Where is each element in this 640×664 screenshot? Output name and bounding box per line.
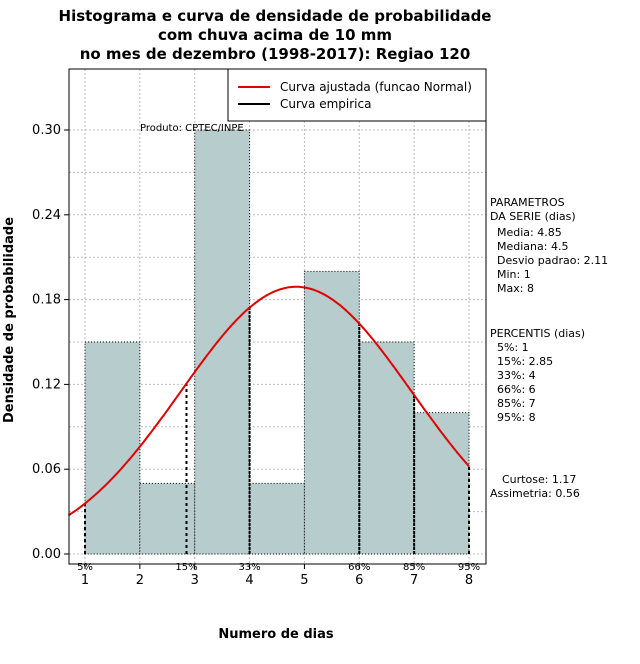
percentil-15: 15%: 2.85 <box>497 355 553 368</box>
shape-stats-panel: Curtose: 1.17 Assimetria: 0.56 <box>490 473 580 500</box>
y-tick-label: 0.12 <box>32 377 61 392</box>
x-tick-label: 4 <box>245 573 253 588</box>
percentil-85: 85%: 7 <box>497 397 536 410</box>
histogram-bars <box>84 129 470 555</box>
percentil-95: 95%: 8 <box>497 411 536 424</box>
percentil-66: 66%: 6 <box>497 383 536 396</box>
x-tick-label: 6 <box>355 573 363 588</box>
y-tick-label: 0.06 <box>32 462 61 477</box>
param-mediana: Mediana: 4.5 <box>497 240 568 253</box>
percentil-5: 5%: 1 <box>497 341 529 354</box>
x-tick-label: 5 <box>300 573 308 588</box>
percentis-panel: PERCENTIS (dias) 5%: 1 15%: 2.85 33%: 4 … <box>490 327 585 424</box>
x-tick-label: 2 <box>136 573 144 588</box>
histogram-bar <box>194 129 251 555</box>
chart-title-line-3: no mes de dezembro (1998-2017): Regiao 1… <box>80 45 471 63</box>
param-max: Max: 8 <box>497 282 534 295</box>
histogram-bar <box>84 341 141 555</box>
histogram-bar <box>413 412 470 555</box>
histogram-bar <box>139 482 196 555</box>
legend-box <box>227 68 487 122</box>
x-tick-label: 7 <box>410 573 418 588</box>
y-tick-label: 0.00 <box>32 547 61 562</box>
params-panel: PARAMETROS DA SERIE (dias) Media: 4.85 M… <box>490 196 608 295</box>
x-axis-label: Numero de dias <box>218 627 334 642</box>
chart-title-line-2: com chuva acima de 10 mm <box>158 26 392 44</box>
y-tick-label: 0.18 <box>32 293 61 308</box>
stat-curtose: Curtose: 1.17 <box>502 473 576 486</box>
chart-title-line-1: Histograma e curva de densidade de proba… <box>59 7 492 25</box>
legend: Curva ajustada (funcao Normal) Curva emp… <box>227 68 487 122</box>
percentis-header: PERCENTIS (dias) <box>490 327 585 340</box>
y-tick-label: 0.24 <box>32 208 61 223</box>
legend-label-normal: Curva ajustada (funcao Normal) <box>280 80 472 94</box>
x-tick-label: 1 <box>81 573 89 588</box>
percentile-marker-label: 15% <box>175 562 197 573</box>
x-tick-label: 3 <box>191 573 199 588</box>
param-media: Media: 4.85 <box>497 226 562 239</box>
x-axis: 1 2 3 4 5 6 7 8 <box>81 564 473 588</box>
y-tick-label: 0.30 <box>32 123 61 138</box>
legend-label-empirical: Curva empirica <box>280 97 371 111</box>
normal-curve-line <box>67 285 470 517</box>
x-tick-label: 8 <box>465 573 473 588</box>
param-min: Min: 1 <box>497 268 531 281</box>
stat-assimetria: Assimetria: 0.56 <box>490 487 580 500</box>
param-desvio: Desvio padrao: 2.11 <box>497 254 608 267</box>
y-axis: 0.00 0.06 0.12 0.18 0.24 0.30 <box>32 123 69 562</box>
y-axis-label: Densidade de probabilidade <box>2 217 17 423</box>
normal-curve-group <box>67 285 470 517</box>
product-note: Produto: CPTEC/INPE <box>140 123 244 134</box>
percentil-33: 33%: 4 <box>497 369 536 382</box>
histogram-bar <box>249 482 305 555</box>
params-header-2: DA SERIE (dias) <box>490 210 576 223</box>
histogram-bar <box>358 341 415 555</box>
histogram-bar <box>303 270 360 555</box>
params-header-1: PARAMETROS <box>490 196 565 209</box>
